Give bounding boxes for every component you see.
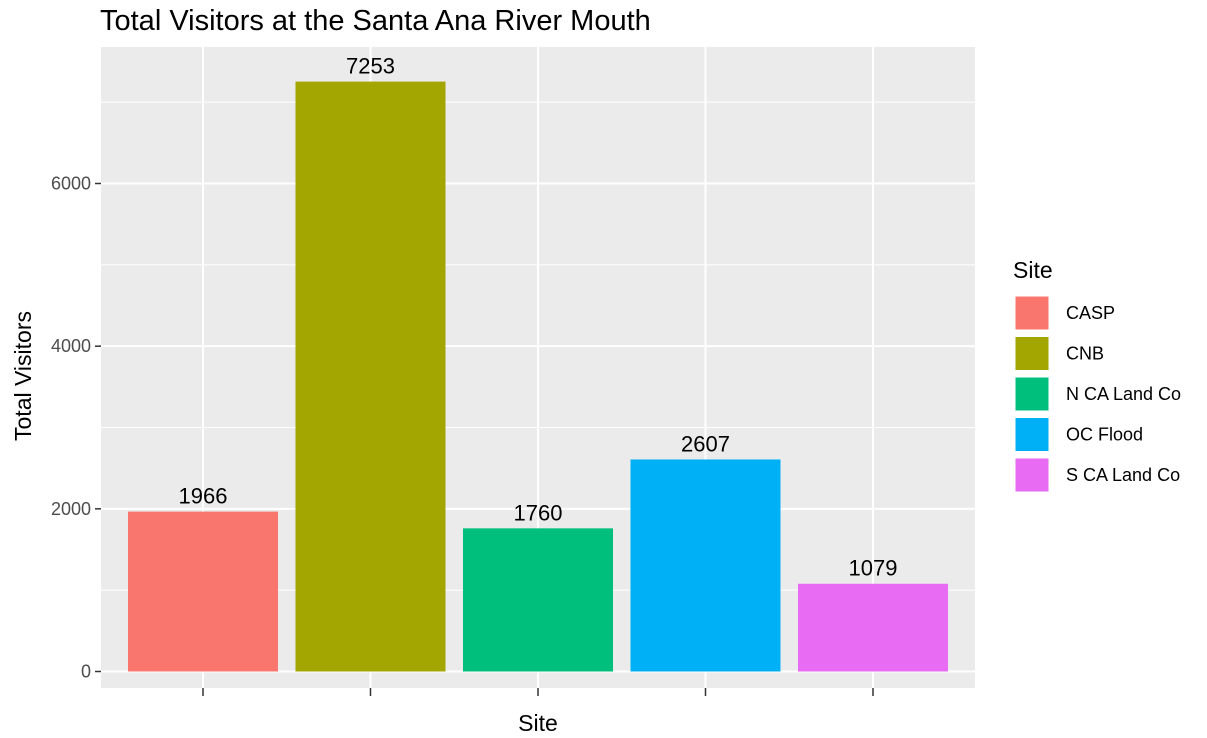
bar: [128, 511, 278, 672]
data-labels: 1966 7253 1760 2607 1079: [179, 54, 898, 581]
chart-title: Total Visitors at the Santa Ana River Mo…: [100, 5, 651, 37]
x-axis-title: Site: [518, 710, 558, 736]
legend-label: CASP: [1066, 303, 1115, 323]
y-tick-label: 2000: [51, 499, 91, 519]
data-label: 1079: [849, 556, 898, 581]
legend-label: S CA Land Co: [1066, 465, 1180, 485]
legend-items: CASP CNB N CA Land Co OC Flood S CA Land Co: [1014, 295, 1181, 493]
y-axis-title: Total Visitors: [10, 311, 36, 441]
data-label: 1760: [514, 500, 563, 525]
legend-key: [1014, 417, 1050, 452]
data-label: 7253: [346, 54, 395, 79]
legend: Site CASP CNB N CA Land Co OC Flood S CA Lan…: [1013, 257, 1181, 493]
legend-key: [1014, 336, 1050, 371]
data-label: 2607: [681, 431, 730, 456]
data-label: 1966: [179, 484, 228, 509]
legend-label: CNB: [1066, 344, 1104, 364]
bar: [630, 459, 781, 672]
legend-label: N CA Land Co: [1066, 384, 1181, 404]
y-tick-label: 4000: [51, 336, 91, 356]
legend-title: Site: [1013, 257, 1053, 283]
legend-key: [1014, 295, 1050, 331]
bar: [295, 81, 446, 672]
bars: [128, 81, 948, 672]
y-tick-label: 0: [81, 662, 91, 682]
bar: [463, 528, 613, 672]
legend-label: OC Flood: [1066, 425, 1143, 445]
y-axis: 0 2000 4000 6000: [51, 174, 101, 682]
y-tick-label: 6000: [51, 174, 91, 194]
legend-key: [1014, 457, 1050, 493]
bar: [798, 583, 948, 672]
x-axis: [202, 688, 874, 696]
legend-key: [1014, 376, 1050, 412]
